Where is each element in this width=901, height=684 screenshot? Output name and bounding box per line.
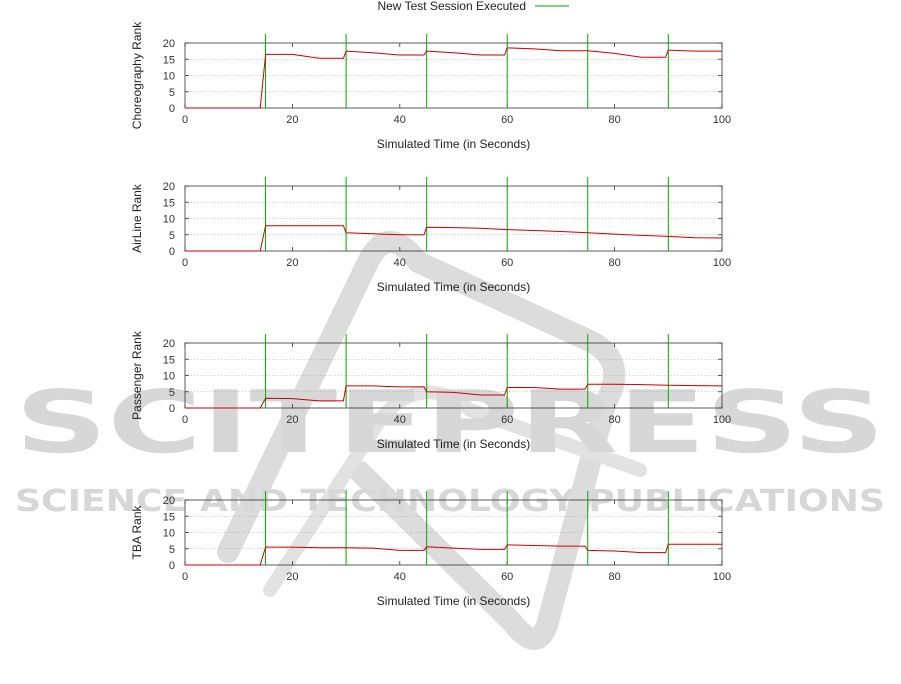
y-tick-label: 10: [163, 371, 175, 383]
y-tick-label: 10: [163, 71, 175, 83]
y-tick-label: 20: [163, 338, 175, 350]
x-tick-label: 0: [182, 414, 188, 426]
x-tick-label: 80: [608, 257, 620, 269]
legend-label: New Test Session Executed: [377, 0, 526, 13]
chart-panel-4: 0 5 10 15 20 0 20 40 60 80 100 Simulated Time (in S…: [130, 491, 731, 608]
y-tick-label: 10: [163, 214, 175, 226]
y-axis-label: Passenger Rank: [130, 330, 144, 420]
watermark: SCITEPRESS SCIENCE AND TECHNOLOGY PUBLICA…: [15, 231, 885, 650]
x-axis-label: Simulated Time (in Seconds): [377, 437, 530, 451]
x-tick-label: 20: [286, 257, 298, 269]
y-tick-label: 20: [163, 495, 175, 507]
x-axis-label: Simulated Time (in Seconds): [377, 137, 530, 151]
y-axis-label: TBA Rank: [130, 504, 144, 559]
x-tick-label: 40: [394, 114, 406, 126]
y-axis-label: AirLine Rank: [130, 183, 144, 253]
x-axis-label: Simulated Time (in Seconds): [377, 594, 530, 608]
x-tick-label: 100: [713, 114, 731, 126]
series-line: [185, 47, 722, 109]
y-tick-label: 0: [169, 403, 175, 415]
y-tick-label: 5: [169, 387, 175, 399]
y-tick-label: 5: [169, 544, 175, 556]
x-tick-label: 100: [713, 414, 731, 426]
x-tick-label: 60: [501, 114, 513, 126]
chart-panel-2: 0 5 10 15 20 0 20 40 60 80 100 Simulated Time (in S…: [130, 177, 731, 294]
watermark-sub-text: SCIENCE AND TECHNOLOGY PUBLICATIONS: [15, 484, 885, 519]
watermark-swoosh: [217, 231, 626, 650]
x-tick-label: 40: [394, 257, 406, 269]
x-tick-label: 80: [608, 571, 620, 583]
chart-panel-3: 0 5 10 15 20 0 20 40 60 80 100 Simulated Time (in S…: [130, 330, 731, 451]
y-tick-label: 0: [169, 103, 175, 115]
y-tick-label: 5: [169, 230, 175, 242]
watermark-main-text: SCITEPRESS: [15, 373, 885, 473]
x-tick-label: 100: [713, 257, 731, 269]
x-tick-label: 0: [182, 114, 188, 126]
x-tick-label: 60: [501, 571, 513, 583]
y-tick-label: 5: [169, 87, 175, 99]
y-tick-label: 0: [169, 246, 175, 258]
y-tick-label: 20: [163, 181, 175, 193]
y-tick-label: 0: [169, 560, 175, 572]
y-axis-label: Choreography Rank: [130, 21, 144, 129]
y-tick-label: 15: [163, 197, 175, 209]
watermark-swoosh-inner: [263, 385, 647, 597]
x-tick-label: 0: [182, 257, 188, 269]
x-tick-label: 20: [286, 414, 298, 426]
x-tick-label: 100: [713, 571, 731, 583]
chart-panel-1: 0 5 10 15 20 0 20 40 60 80 100 Simulated Time (in S…: [130, 21, 731, 151]
x-tick-label: 60: [501, 257, 513, 269]
y-tick-label: 15: [163, 511, 175, 523]
series-line: [185, 225, 723, 252]
x-tick-label: 60: [501, 414, 513, 426]
series-line: [185, 543, 722, 566]
x-tick-label: 40: [394, 414, 406, 426]
legend: New Test Session Executed: [377, 0, 569, 13]
x-tick-label: 20: [286, 114, 298, 126]
x-tick-label: 80: [608, 414, 620, 426]
x-tick-label: 40: [394, 571, 406, 583]
y-tick-label: 15: [163, 54, 175, 66]
y-tick-label: 15: [163, 354, 175, 366]
y-tick-label: 20: [163, 38, 175, 50]
series-line: [185, 383, 723, 409]
x-tick-label: 80: [608, 114, 620, 126]
y-tick-label: 10: [163, 528, 175, 540]
x-axis-label: Simulated Time (in Seconds): [377, 280, 530, 294]
x-tick-label: 20: [286, 571, 298, 583]
x-tick-label: 0: [182, 571, 188, 583]
